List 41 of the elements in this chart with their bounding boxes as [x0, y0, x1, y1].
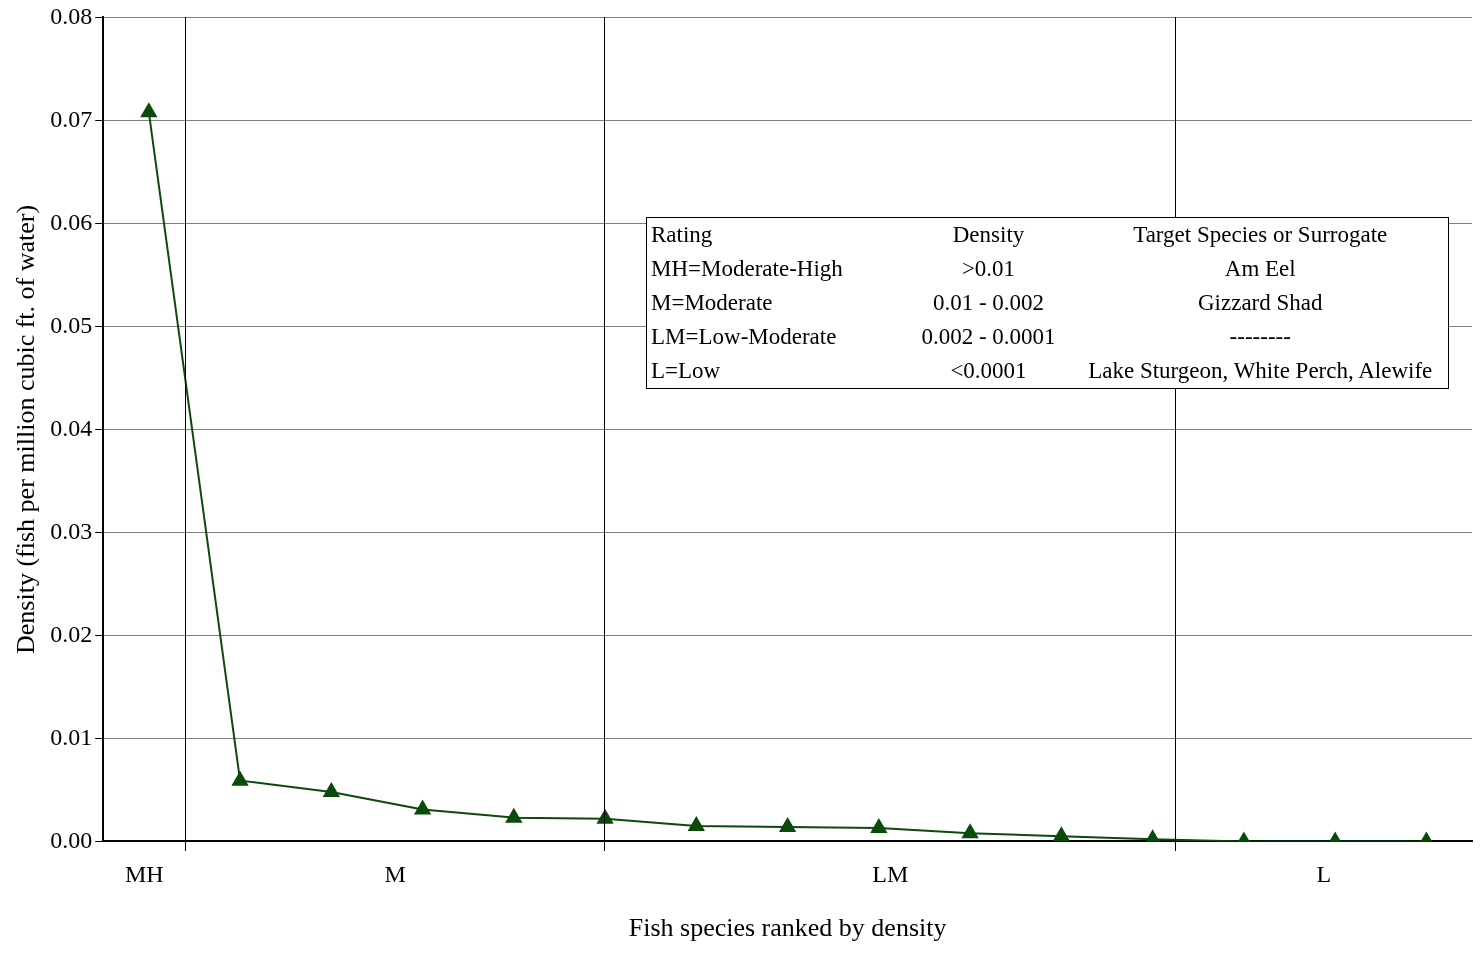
annotation: 0.002 - 0.0001 — [920, 323, 1057, 351]
annotation: -------- — [1228, 323, 1292, 351]
text: LM — [872, 860, 909, 887]
point — [232, 771, 249, 786]
point — [140, 103, 157, 118]
y-tick-label: 0.07 — [50, 105, 93, 132]
y-tick-label: 0.03 — [50, 517, 93, 544]
point — [962, 824, 979, 839]
text: L — [1316, 860, 1332, 887]
point — [597, 809, 614, 824]
annotation: LM=Low-Moderate — [650, 323, 838, 351]
annotation: Am Eel — [1223, 255, 1297, 283]
annotation: 0.01 - 0.002 — [931, 289, 1046, 317]
y-axis-title: Density (fish per million cubic ft. of water) — [11, 204, 41, 654]
annotation: M=Moderate — [650, 289, 774, 317]
annotation: >0.01 — [960, 255, 1017, 283]
y-tick-label: 0.04 — [50, 414, 93, 441]
point — [779, 817, 796, 832]
annotation: Target Species or Surrogate — [1132, 221, 1389, 249]
x-axis-title: Fish species ranked by density — [628, 913, 947, 943]
annotation: MH=Moderate-High — [650, 255, 844, 283]
y-tick-label: 0.06 — [50, 208, 93, 235]
point — [414, 800, 431, 815]
point — [323, 782, 340, 797]
annotation: Gizzard Shad — [1196, 289, 1324, 317]
text: MH — [124, 860, 164, 887]
annotation: <0.0001 — [949, 357, 1028, 385]
annotation: Lake Sturgeon, White Perch, Alewife — [1087, 357, 1434, 385]
y-tick-label: 0.08 — [50, 2, 93, 29]
point — [1053, 827, 1070, 842]
y-tick-label: 0.02 — [50, 620, 93, 647]
text: M — [384, 860, 406, 887]
annotation: L=Low — [650, 357, 722, 385]
y-tick-label: 0.00 — [50, 826, 93, 853]
y-tick-label: 0.05 — [50, 311, 93, 338]
annotation: Density — [951, 221, 1026, 249]
point — [870, 819, 887, 834]
y-tick-label: 0.01 — [50, 723, 93, 750]
point — [505, 808, 522, 823]
point — [688, 816, 705, 831]
annotation: Rating — [650, 221, 714, 249]
